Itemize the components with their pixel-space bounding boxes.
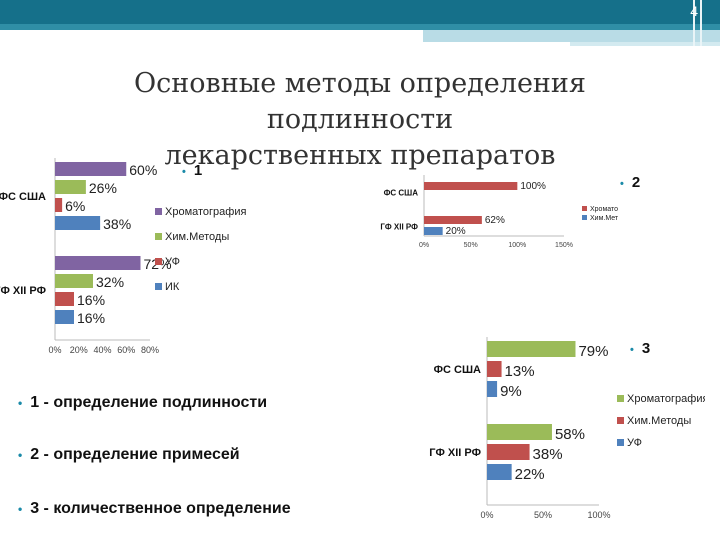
chart-bar [55,256,141,270]
chart-bar [55,310,74,324]
data-label: 26% [89,180,117,196]
tick-label: 40% [93,345,111,355]
data-label: 100% [520,181,546,192]
data-label: 6% [65,198,85,214]
chart-bar [55,180,86,194]
legend-item: УФ [627,437,642,449]
tick-label: 150% [555,242,573,249]
chart-bar [487,424,552,440]
category-label: ГФ XII РФ [0,285,46,297]
chart-bar [487,341,576,357]
chart-2-marker: • 2 [620,174,641,191]
data-label: 16% [77,310,105,326]
chart-bar [55,162,127,176]
data-label: 62% [485,215,505,226]
data-label: 79% [578,343,608,360]
chart-3: ФС США 79% 13% 9% ГФ XII РФ 58% 38% 22% 0% 50% 100… [429,337,705,520]
tick-label: 50% [534,510,552,520]
chart-2: ФС США 100% ГФ XII РФ 62% 20% 0% 50% 100% 150% Хр… [380,175,618,249]
bullet-item: • 2 - определение примесей [18,446,240,463]
tick-label: 0% [480,510,493,520]
header-band [0,0,720,46]
slide-number: 4 [690,3,698,19]
tick-label: 80% [141,345,159,355]
data-label: 22% [515,466,545,483]
tick-label: 100% [508,242,526,249]
category-label: ГФ XII РФ [429,447,481,459]
legend-swatch [582,215,587,220]
slide-title-line1: Основные методы определения подлинности [134,68,586,135]
legend-item: Хроматография [590,206,618,213]
legend-swatch [155,208,162,215]
chart-3-marker: • 3 [630,340,651,357]
header-accent-light [423,30,720,42]
slide-title-line2: лекарственных препаратов [164,140,556,171]
chart-bar [487,361,502,377]
category-label: ФС США [384,189,419,198]
chart-bar [487,381,498,397]
legend-item: Хим.Методы [165,231,229,243]
data-label: 20% [446,226,466,237]
legend-swatch [617,417,624,424]
legend-swatch [155,283,162,290]
legend-item: Хроматография [165,206,246,218]
legend-swatch [617,439,624,446]
header-divider [700,0,702,46]
legend-item: Хим.Методы [590,215,618,222]
category-label: ФС США [0,191,46,203]
tick-label: 20% [70,345,88,355]
tick-label: 0% [48,345,61,355]
legend-swatch [155,233,162,240]
category-label: ФС США [434,364,481,376]
data-label: 58% [555,426,585,443]
chart-bar [424,227,443,235]
legend-swatch [582,206,587,211]
chart-bar [424,182,518,190]
chart-1-marker: • 1 [182,162,203,179]
header-accent-lighter [570,42,720,46]
tick-label: 100% [587,510,610,520]
data-label: 9% [500,383,522,400]
data-label: 16% [77,292,105,308]
bullet-item: • 3 - количественное определение [18,500,291,517]
data-label: 60% [129,162,157,178]
data-label: 13% [505,363,535,380]
chart-bar [487,444,530,460]
tick-label: 0% [419,242,429,249]
data-label: 38% [533,446,563,463]
legend-item: Хим.Методы [627,415,691,427]
legend-swatch [155,258,162,265]
legend-swatch [617,395,624,402]
chart-bar [55,292,74,306]
chart-bar [55,274,93,288]
category-label: ГФ XII РФ [380,223,418,232]
chart-bar [487,464,512,480]
tick-label: 50% [464,242,478,249]
tick-label: 60% [117,345,135,355]
legend-item: ИК [165,281,180,293]
slide-title: Основные методы определения подлинности … [40,66,680,174]
data-label: 32% [96,274,124,290]
chart-bar [55,216,101,230]
legend-item: Хроматография [627,393,705,405]
header-accent [0,24,720,30]
chart-bar [424,216,482,224]
data-label: 38% [103,216,131,232]
chart-bar [55,198,63,212]
bullet-item: • 1 - определение подлинности [18,394,268,411]
legend-item: УФ [165,256,180,268]
header-divider [693,0,695,46]
